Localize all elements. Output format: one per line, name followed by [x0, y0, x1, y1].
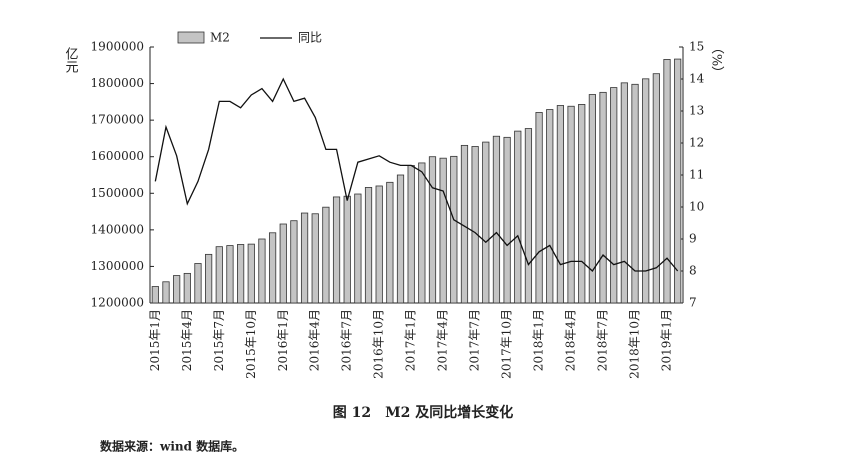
y2-axis-label: （%）	[709, 41, 725, 79]
bar	[215, 246, 223, 304]
bar	[300, 212, 309, 304]
bar	[162, 281, 170, 304]
x-tick-label: 2015年1月	[148, 309, 162, 371]
bar	[322, 206, 330, 304]
y2-tick-label: 10	[689, 200, 704, 214]
bar	[663, 59, 671, 304]
bar	[588, 94, 596, 304]
y2-tick-label: 7	[689, 296, 697, 310]
x-tick-label: 2016年7月	[340, 309, 354, 371]
bar	[674, 58, 682, 304]
y-tick-label: 1600000	[91, 149, 144, 163]
x-tick-label: 2016年1月	[276, 309, 290, 371]
bar	[578, 104, 586, 304]
bar	[610, 87, 618, 304]
bar	[364, 187, 373, 304]
bar	[642, 78, 650, 304]
y-axis-label: 亿元	[63, 47, 79, 74]
bar	[268, 232, 277, 304]
y-tick-label: 1900000	[91, 40, 144, 54]
source-note: 数据来源：wind 数据库。	[100, 439, 244, 454]
bar	[354, 193, 362, 304]
bar	[418, 162, 426, 304]
bar	[332, 196, 341, 304]
bar	[567, 105, 575, 304]
bar	[492, 135, 501, 304]
x-tick-label: 2015年10月	[244, 309, 258, 379]
x-tick-label: 2018年4月	[564, 309, 578, 371]
bar	[290, 220, 298, 304]
bar	[535, 112, 543, 304]
bar	[226, 245, 234, 304]
bar	[396, 174, 405, 304]
bar	[620, 82, 628, 304]
x-tick-label: 2019年1月	[660, 309, 674, 371]
bar	[599, 91, 607, 304]
chart-title: 图 12 M2 及同比增长变化	[333, 404, 513, 421]
y2-tick-label: 13	[689, 104, 704, 118]
bar	[450, 155, 458, 304]
bar	[546, 109, 554, 304]
legend-label: 同比	[298, 31, 322, 45]
bar	[652, 73, 660, 304]
x-tick-label: 2017年7月	[468, 309, 482, 371]
bar	[237, 244, 245, 304]
bar	[514, 130, 522, 304]
y-tick-label: 1300000	[91, 259, 144, 273]
bar	[311, 213, 319, 304]
x-tick-label: 2018年7月	[596, 309, 610, 371]
bar	[631, 83, 639, 304]
bar	[375, 185, 383, 304]
x-tick-label: 2017年1月	[404, 309, 418, 371]
bar	[439, 157, 447, 304]
y2-tick-label: 15	[689, 40, 704, 54]
bar	[428, 156, 437, 304]
bar	[173, 275, 181, 304]
x-tick-label: 2018年1月	[532, 309, 546, 371]
bar	[343, 195, 351, 304]
legend-swatch	[177, 31, 205, 44]
y-tick-label: 1700000	[91, 113, 144, 127]
bar	[407, 165, 415, 304]
bar	[183, 272, 191, 304]
line	[154, 77, 679, 272]
bar	[205, 253, 213, 304]
legend-label: M2	[210, 31, 230, 45]
bar	[556, 105, 565, 304]
x-tick-label: 2017年10月	[500, 309, 514, 379]
y2-tick-label: 11	[689, 168, 704, 182]
x-tick-label: 2016年10月	[372, 309, 386, 379]
bar	[524, 128, 533, 304]
x-tick-label: 2017年4月	[436, 309, 450, 371]
y2-tick-label: 9	[689, 232, 697, 246]
y-tick-label: 1800000	[91, 76, 144, 90]
y-tick-label: 1400000	[91, 222, 144, 236]
bar	[247, 243, 255, 304]
x-tick-label: 2015年7月	[212, 309, 226, 371]
y2-tick-label: 8	[689, 264, 697, 278]
x-tick-label: 2015年4月	[180, 309, 194, 371]
bar	[194, 263, 202, 304]
bar	[482, 141, 490, 304]
bar	[258, 238, 266, 304]
x-tick-label: 2016年4月	[308, 309, 322, 371]
bar	[386, 181, 394, 304]
bar	[151, 286, 159, 304]
bar	[471, 146, 479, 304]
y-tick-label: 1200000	[91, 296, 144, 310]
y-tick-label: 1500000	[91, 186, 144, 200]
x-tick-label: 2018年10月	[628, 309, 642, 379]
y2-tick-label: 14	[689, 72, 705, 86]
y2-tick-label: 12	[689, 136, 704, 150]
bar	[279, 223, 287, 304]
bar	[503, 136, 511, 304]
